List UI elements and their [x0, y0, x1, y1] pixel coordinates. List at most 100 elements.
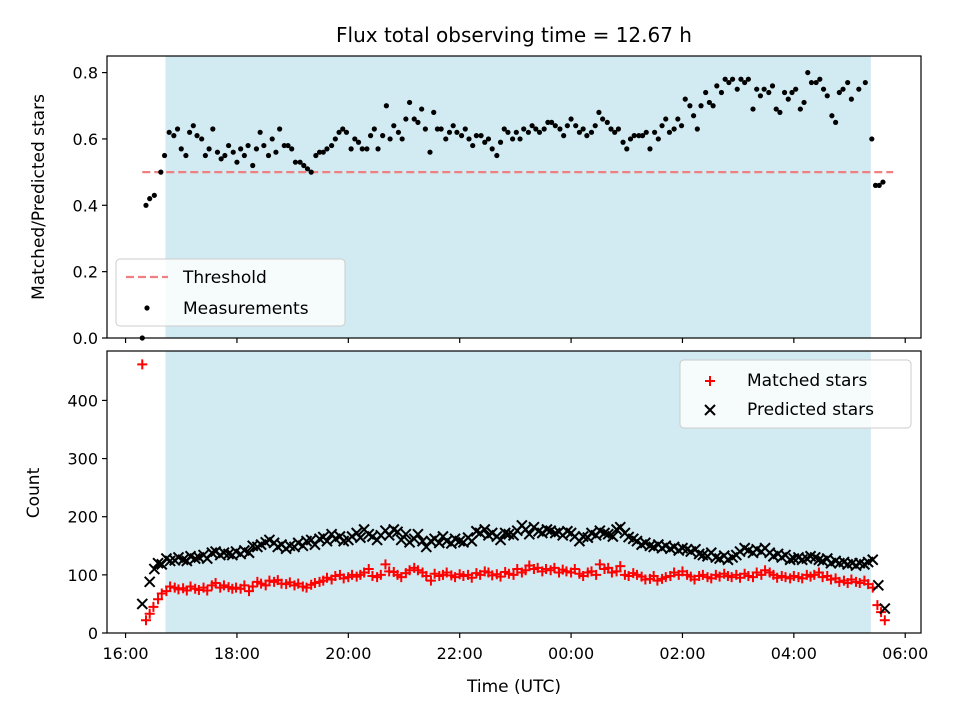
- measurement-point: [359, 146, 365, 152]
- measurement-point: [698, 103, 704, 109]
- measurement-point: [682, 96, 688, 102]
- matched-star-point: [606, 567, 617, 578]
- matched-star-point: [780, 572, 791, 583]
- measurement-point: [652, 129, 658, 135]
- measurement-point: [427, 149, 433, 155]
- measurement-point: [478, 133, 484, 139]
- measurement-point: [647, 146, 653, 152]
- measurement-point: [671, 126, 677, 132]
- x-tick-label: 16:00: [103, 644, 149, 663]
- measurement-point: [659, 123, 665, 129]
- matched-star-point: [239, 580, 250, 591]
- measurement-point: [190, 123, 196, 129]
- measurement-point: [230, 149, 236, 155]
- x-tick-label: 18:00: [214, 644, 260, 663]
- measurement-point: [301, 162, 307, 169]
- matched-star-point: [669, 567, 680, 578]
- matched-star-point: [404, 565, 415, 576]
- measurement-point: [781, 89, 788, 96]
- measurement-point: [434, 126, 441, 132]
- measurement-point: [419, 106, 425, 112]
- predicted-star-point: [412, 528, 424, 540]
- matched-star-point: [834, 576, 845, 587]
- measurement-point: [446, 129, 453, 135]
- matched-star-point: [137, 359, 148, 370]
- measurement-point: [797, 106, 803, 112]
- measurement-point: [557, 126, 563, 132]
- measurement-point: [856, 86, 862, 92]
- measurement-point: [329, 142, 335, 149]
- measurement-point: [336, 129, 342, 135]
- measurement-point: [620, 139, 626, 145]
- measurement-point: [147, 196, 153, 202]
- measurement-point: [808, 79, 815, 86]
- ratio-y-axis-label: Matched/Predicted stars: [29, 94, 49, 300]
- matched-star-point: [153, 594, 164, 605]
- x-tick-label: 02:00: [659, 644, 705, 663]
- matched-star-point: [561, 566, 572, 577]
- measurement-point: [383, 103, 389, 109]
- measurement-point: [450, 123, 456, 129]
- legend: Matched stars Predicted stars: [679, 359, 912, 429]
- matched-star-point: [591, 569, 602, 580]
- predicted-star-point: [222, 548, 235, 560]
- measurement-point: [273, 149, 279, 155]
- measurement-point: [820, 86, 827, 92]
- matched-star-point: [508, 569, 519, 580]
- measurement-point: [706, 99, 712, 106]
- measurement-point: [615, 126, 622, 132]
- predicted-star-point: [152, 557, 164, 569]
- matched-star-point: [375, 569, 386, 580]
- measurement-point: [497, 139, 504, 145]
- measurement-point: [655, 136, 661, 142]
- ratio-panel: 0.0 0.2 0.4 0.6 0.8 Threshold Measurements: [73, 55, 922, 348]
- measurement-point: [324, 146, 330, 152]
- measurement-point: [494, 152, 500, 159]
- x-tick-label: 22:00: [437, 644, 483, 663]
- matched-star-point: [156, 588, 167, 599]
- measurement-point: [639, 133, 646, 139]
- measurement-point: [253, 146, 260, 152]
- matched-star-point: [247, 581, 258, 592]
- predicted-star-point: [607, 530, 619, 543]
- y-tick-label: 0.0: [73, 329, 98, 348]
- x-tick-label: 00:00: [548, 644, 594, 663]
- measurement-point: [726, 79, 732, 86]
- measurement-point: [364, 146, 370, 152]
- matched-star-point: [367, 571, 378, 582]
- measurement-point: [612, 129, 618, 135]
- measurement-point: [675, 116, 681, 122]
- measurement-point: [687, 103, 693, 109]
- matched-star-point: [594, 559, 605, 570]
- measurement-point: [199, 136, 205, 142]
- matched-star-point: [363, 564, 374, 575]
- measurement-point: [194, 133, 200, 139]
- y-tick-label: 300: [67, 450, 98, 469]
- measurement-point: [285, 142, 291, 149]
- measurement-point: [793, 86, 799, 92]
- measurement-point: [505, 129, 511, 135]
- predicted-star-point: [879, 602, 891, 615]
- y-tick-label: 0.2: [73, 263, 98, 282]
- predicted-star-point: [453, 535, 466, 547]
- matched-star-point: [231, 582, 242, 593]
- predicted-star-point: [710, 551, 722, 564]
- matched-star-point: [264, 575, 275, 586]
- measurement-point: [348, 146, 354, 152]
- matched-star-point: [412, 565, 423, 576]
- matched-star-point: [165, 581, 176, 592]
- measurement-point: [588, 129, 595, 135]
- x-axis-label: Time (UTC): [466, 677, 561, 697]
- measurement-point: [631, 133, 637, 139]
- matched-star-point: [743, 571, 754, 582]
- measurement-point: [750, 106, 756, 112]
- measurement-point: [218, 156, 224, 162]
- measurement-point: [241, 152, 247, 159]
- measurement-point: [833, 119, 839, 125]
- measurement-point: [403, 116, 409, 122]
- predicted-star-point: [177, 554, 189, 566]
- y-tick-label: 0.4: [73, 196, 98, 215]
- measurement-point: [485, 136, 492, 142]
- measurement-point: [789, 89, 795, 96]
- measurement-point: [536, 129, 543, 135]
